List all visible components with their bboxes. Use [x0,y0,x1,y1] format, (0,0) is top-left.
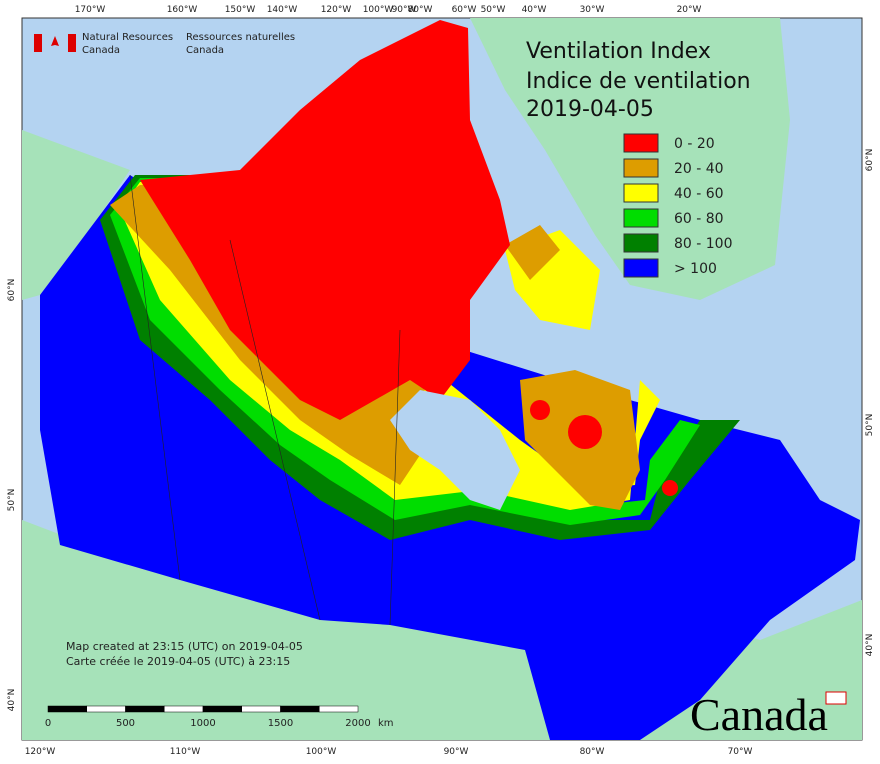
title: 2019-04-05 [526,97,654,122]
scale-segment [86,705,126,713]
scale-segment [125,705,165,713]
scale-label: 1500 [268,718,293,729]
scale-segment [202,705,242,713]
legend-swatch [623,183,659,203]
scale-label: 1000 [190,718,215,729]
lon-label: 90°W [392,5,417,15]
flag-leaf [51,36,59,46]
legend-label: 20 - 40 [674,161,724,177]
scale-segment [47,705,87,713]
lon-label: 50°W [481,5,506,15]
legend-swatch [623,208,659,228]
lat-label: 50°N [865,414,875,437]
lon-label: 60°W [452,5,477,15]
region-red [140,20,510,420]
lon-label: 140°W [267,5,298,15]
province-border [129,174,401,626]
org-fr: Ressources naturelles [186,32,295,43]
org-fr: Canada [186,45,224,56]
lon-label: 30°W [580,5,605,15]
lon-label: 120°W [321,5,352,15]
legend-swatch [623,233,659,253]
lon-label: 110°W [170,747,201,757]
lon-label: 160°W [167,5,198,15]
lon-label: 80°W [580,747,605,757]
lat-label: 60°N [865,149,875,172]
lon-label: 20°W [677,5,702,15]
title: Ventilation Index [526,39,711,64]
land-alaska [22,130,130,300]
region-red-spot [530,400,550,420]
org-en: Canada [82,45,120,56]
lon-label: 120°W [25,747,56,757]
legend-swatch [623,133,659,153]
hudson-bay [390,390,520,510]
region-red-spot [568,415,602,449]
footer-note: Carte créée le 2019-04-05 (UTC) à 23:15 [66,655,290,668]
lon-label: 150°W [225,5,256,15]
org-en: Natural Resources [82,32,173,43]
lon-label: 170°W [75,5,106,15]
legend-label: > 100 [674,261,717,277]
lon-label: 70°W [728,747,753,757]
lon-label: 80°W [408,5,433,15]
flag-bar [34,34,42,52]
legend-label: 40 - 60 [674,186,724,202]
scale-label: 500 [116,718,135,729]
legend-label: 80 - 100 [674,236,733,252]
scale-segment [319,705,359,713]
legend-swatch [623,158,659,178]
scale-unit: km [378,718,394,729]
region-red-spot [662,480,678,496]
region-orange-baffin [505,225,560,280]
scale-segment [280,705,320,713]
scale-segment [164,705,204,713]
lat-label: 60°N [7,279,17,302]
scale-label: 0 [45,718,51,729]
lat-label: 50°N [7,489,17,512]
scale-segment [241,705,281,713]
title: Indice de ventilation [526,69,751,94]
wordmark-flag [825,691,847,705]
wordmark: Canada [690,689,828,740]
legend-label: 60 - 80 [674,211,724,227]
lat-label: 40°N [865,634,875,657]
flag-bar [68,34,76,52]
legend-swatch [623,258,659,278]
lon-label: 90°W [444,747,469,757]
footer-note: Map created at 23:15 (UTC) on 2019-04-05 [66,640,303,653]
lon-label: 40°W [522,5,547,15]
lon-label: 100°W [363,5,394,15]
lat-label: 40°N [7,689,17,712]
legend-label: 0 - 20 [674,136,715,152]
lon-label: 100°W [306,747,337,757]
scale-label: 2000 [345,718,370,729]
